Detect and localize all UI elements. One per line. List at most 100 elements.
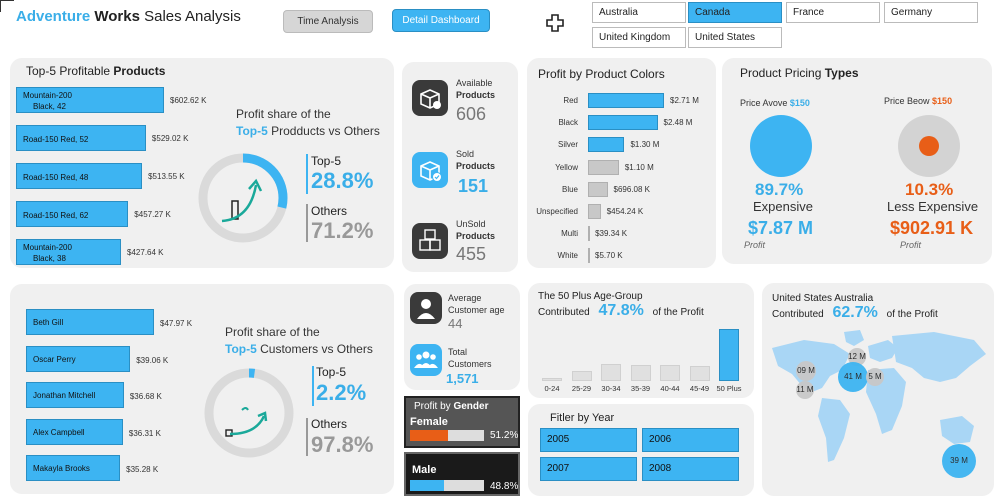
customer-value-label: $47.97 K xyxy=(160,319,193,328)
available-l2: Products xyxy=(456,90,496,100)
color-bar xyxy=(588,137,625,153)
product-bar: Road-150 Red, 62 xyxy=(16,201,129,227)
year-option-2008[interactable]: 2008 xyxy=(642,457,739,481)
time-analysis-button[interactable]: Time Analysis xyxy=(283,10,373,33)
avg-age-value: 44 xyxy=(448,316,463,331)
age-bar xyxy=(630,364,651,381)
product-value-label: $529.02 K xyxy=(151,134,189,143)
gender-title-b: Gender xyxy=(453,401,489,412)
female-pct: 51.2% xyxy=(490,430,519,441)
pricing-title-a: Product Pricing xyxy=(740,66,822,80)
less-expensive-label: Less Expensive xyxy=(887,199,979,214)
product-name-line2: Black, 42 xyxy=(33,102,66,111)
expensive-pct: 89.7% xyxy=(755,180,804,199)
customer-name-label: Beth Gill xyxy=(33,318,64,327)
gender-male-card: Male 48.8% xyxy=(404,452,520,496)
customer-donut-arc xyxy=(204,368,294,458)
gender-title: Profit by Gender xyxy=(414,401,488,412)
product-name-line1: Mountain-200 xyxy=(23,243,72,252)
unsold-l1: UnSold xyxy=(456,219,486,229)
age-title-l1: The 50 Plus Age-Group xyxy=(538,291,643,302)
customer-name-label: Oscar Perry xyxy=(33,354,76,364)
top-products-title: Top-5 Profitable Products xyxy=(26,64,165,78)
less-expensive-profit: Profit xyxy=(900,240,922,250)
year-option-2005[interactable]: 2005 xyxy=(540,428,637,452)
customer-share-heading: Profit share of the Top-5 Customers vs O… xyxy=(225,324,373,358)
customer-bar: Oscar Perry xyxy=(26,345,131,372)
age-group-label: 45-49 xyxy=(689,384,710,393)
male-label: Male xyxy=(412,464,437,476)
age-title: The 50 Plus Age-Group Contributed 47.8% … xyxy=(538,290,704,320)
year-option-2006[interactable]: 2006 xyxy=(642,428,739,452)
age-bar xyxy=(542,377,562,381)
customer-donut-track xyxy=(204,368,294,458)
product-value-label: $427.64 K xyxy=(127,248,164,257)
price-below-text: Price Beow xyxy=(884,96,930,106)
product-others-divider xyxy=(306,204,308,242)
price-above-label: Price Avove $150 xyxy=(740,98,810,108)
expensive-profit: Profit xyxy=(744,240,766,250)
product-share-line1: Profit share of the xyxy=(236,107,331,121)
person-icon xyxy=(410,292,442,324)
expensive-circle xyxy=(750,115,812,177)
map-bubble: 09 M xyxy=(796,361,816,381)
world-map xyxy=(772,330,986,462)
color-name-label: White xyxy=(557,251,578,261)
year-option-2007[interactable]: 2007 xyxy=(540,457,637,481)
customer-name-label: Jonathan Mitchell xyxy=(33,391,96,400)
product-name-line1: Road-150 Red, 52 xyxy=(23,135,89,144)
male-bar-track xyxy=(410,480,484,491)
age-pct: 47.8% xyxy=(598,302,644,319)
map-title-l1: United States Australia xyxy=(772,293,874,304)
box-sold-icon xyxy=(412,152,448,188)
customer-name-label: Makayla Brooks xyxy=(33,464,90,473)
color-name-label: Silver xyxy=(557,140,578,150)
title-sales-analysis: Sales Analysis xyxy=(144,8,241,25)
product-bar: Road-150 Red, 48 xyxy=(16,163,143,189)
map-suffix: of the Profit xyxy=(886,309,938,320)
growth-arrow-icon xyxy=(225,407,268,437)
customer-others-label: Others xyxy=(311,417,348,431)
map-asia xyxy=(892,332,986,382)
gender-female-card: Profit by Gender Female 51.2% xyxy=(404,396,520,448)
product-others-pct: 71.2% xyxy=(311,218,374,243)
male-pct: 48.8% xyxy=(490,481,519,492)
country-option-canada[interactable]: Canada xyxy=(688,2,782,23)
product-name-line2: Black, 38 xyxy=(33,254,66,263)
color-value-label: $2.71 M xyxy=(670,96,699,105)
color-value-label: $1.10 M xyxy=(624,162,654,172)
detail-dashboard-button[interactable]: Detail Dashboard xyxy=(392,9,490,32)
total-customers-l1: Total xyxy=(448,347,468,357)
corner-mark xyxy=(0,0,14,12)
price-below-label: Price Beow $150 xyxy=(884,96,952,106)
price-below-threshold: $150 xyxy=(932,96,953,106)
country-option-united-states[interactable]: United States xyxy=(688,27,782,48)
product-name-line1: Mountain-200 xyxy=(23,91,72,100)
country-option-united-kingdom[interactable]: United Kingdom xyxy=(592,27,686,48)
age-bar xyxy=(601,363,621,381)
color-value-label: $1.30 M xyxy=(630,140,660,150)
avg-age-l1: Average xyxy=(448,293,482,303)
country-option-australia[interactable]: Australia xyxy=(592,2,686,23)
map-bubble: 12 M xyxy=(848,348,866,366)
price-above-threshold: $150 xyxy=(789,98,810,108)
product-others-label: Others xyxy=(311,204,348,218)
country-option-france[interactable]: France xyxy=(786,2,880,23)
less-expensive-value: $902.91 K xyxy=(890,218,974,238)
top-products-title-b: Products xyxy=(113,64,166,78)
age-bar xyxy=(719,329,739,381)
product-top5-pct: 28.8% xyxy=(311,168,374,193)
color-name-label: Multi xyxy=(561,229,578,239)
product-bar: Mountain-200 Black, 38 xyxy=(16,239,122,265)
unsold-label: UnSold Products xyxy=(456,218,495,242)
sold-l2: Products xyxy=(456,161,496,171)
age-group-label: 0-24 xyxy=(544,384,560,393)
product-bar: Mountain-200 Black, 42 xyxy=(16,87,164,113)
age-group-label: 30-34 xyxy=(601,384,621,393)
clear-filter-icon[interactable] xyxy=(546,14,564,32)
top-products-title-a: Top-5 Profitable xyxy=(26,64,111,78)
group-icon xyxy=(410,344,442,376)
country-option-germany[interactable]: Germany xyxy=(884,2,978,23)
customer-value-label: $36.68 K xyxy=(129,392,162,401)
age-group-label: 35-39 xyxy=(630,384,651,393)
